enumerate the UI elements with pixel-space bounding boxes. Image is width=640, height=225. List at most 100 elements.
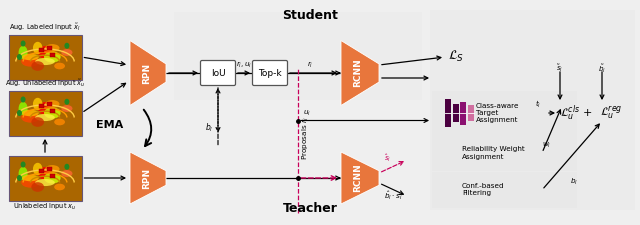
Text: Conf.-based
Filtering: Conf.-based Filtering: [462, 184, 504, 196]
Text: $b_l$: $b_l$: [570, 177, 578, 187]
Text: Aug. Labeled Input $\tilde{x}_l$: Aug. Labeled Input $\tilde{x}_l$: [9, 21, 81, 32]
Ellipse shape: [35, 114, 55, 121]
Ellipse shape: [44, 52, 61, 63]
Ellipse shape: [19, 167, 28, 180]
FancyBboxPatch shape: [174, 12, 422, 100]
Bar: [39, 169, 44, 173]
Ellipse shape: [20, 162, 26, 167]
Bar: [47, 46, 52, 50]
Polygon shape: [130, 152, 166, 204]
Bar: [51, 174, 55, 178]
Bar: [47, 167, 52, 171]
Ellipse shape: [61, 170, 72, 177]
Ellipse shape: [20, 97, 26, 103]
Text: EMA: EMA: [97, 121, 124, 130]
Text: $\tilde{b}_i$: $\tilde{b}_i$: [598, 62, 606, 74]
Ellipse shape: [31, 117, 44, 127]
Ellipse shape: [44, 107, 61, 119]
Ellipse shape: [22, 54, 39, 60]
Text: $\mathcal{L}_S$: $\mathcal{L}_S$: [448, 48, 464, 63]
Ellipse shape: [21, 112, 40, 123]
Ellipse shape: [21, 177, 40, 188]
Ellipse shape: [33, 163, 42, 175]
FancyBboxPatch shape: [430, 10, 635, 210]
Ellipse shape: [33, 42, 42, 54]
Ellipse shape: [20, 40, 26, 47]
Text: $t_i$: $t_i$: [535, 99, 541, 110]
Ellipse shape: [31, 61, 44, 71]
Text: $r_i$: $r_i$: [307, 60, 313, 70]
Text: Aug. Unlabeled Input $\tilde{x}_u$: Aug. Unlabeled Input $\tilde{x}_u$: [4, 77, 85, 88]
Bar: [8, 90, 81, 135]
FancyBboxPatch shape: [432, 91, 577, 135]
Text: $r_i, u_i$: $r_i, u_i$: [236, 60, 252, 70]
Text: RCNN: RCNN: [354, 164, 363, 192]
Text: $\hat{s}_i$: $\hat{s}_i$: [384, 152, 391, 164]
Ellipse shape: [45, 100, 60, 108]
Text: $\mathcal{L}_u^{reg}$: $\mathcal{L}_u^{reg}$: [600, 105, 623, 121]
Text: $\tilde{s}_i$: $\tilde{s}_i$: [556, 62, 564, 74]
Ellipse shape: [21, 56, 40, 67]
Bar: [467, 105, 474, 121]
Ellipse shape: [38, 46, 52, 59]
Bar: [8, 34, 81, 79]
Ellipse shape: [17, 110, 22, 116]
Polygon shape: [341, 152, 379, 204]
Bar: [47, 102, 52, 106]
Text: Student: Student: [282, 9, 338, 22]
Ellipse shape: [54, 119, 65, 125]
Ellipse shape: [17, 175, 22, 181]
Text: Top-k: Top-k: [258, 68, 282, 77]
Text: $+$: $+$: [582, 108, 592, 119]
Text: Teacher: Teacher: [283, 202, 337, 215]
Ellipse shape: [65, 164, 69, 170]
Bar: [8, 155, 81, 200]
Ellipse shape: [61, 49, 72, 56]
Ellipse shape: [17, 54, 22, 60]
Ellipse shape: [54, 184, 65, 190]
Text: $w_i$: $w_i$: [542, 141, 551, 150]
Text: Unlabeled Input $x_u$: Unlabeled Input $x_u$: [13, 202, 77, 212]
Bar: [8, 90, 81, 135]
Bar: [51, 109, 55, 113]
Polygon shape: [130, 40, 166, 106]
FancyBboxPatch shape: [253, 61, 287, 86]
Bar: [445, 99, 451, 127]
Text: $\hat{b}_l \cdot s_i$: $\hat{b}_l \cdot s_i$: [384, 190, 403, 202]
Text: $b_l$: $b_l$: [205, 121, 213, 134]
Text: $\mathcal{L}_u^{cls}$: $\mathcal{L}_u^{cls}$: [560, 103, 580, 123]
Text: Reliability Weight
Assignment: Reliability Weight Assignment: [462, 146, 525, 160]
Ellipse shape: [45, 44, 60, 52]
Bar: [8, 34, 81, 79]
Text: RPN: RPN: [141, 62, 150, 83]
Text: Proposals $r_i$: Proposals $r_i$: [301, 116, 311, 160]
Ellipse shape: [22, 175, 39, 181]
Ellipse shape: [22, 110, 39, 116]
FancyBboxPatch shape: [432, 172, 577, 208]
Bar: [8, 155, 81, 200]
Text: $u_i$: $u_i$: [303, 108, 311, 117]
Bar: [460, 101, 466, 124]
Ellipse shape: [54, 63, 65, 69]
Ellipse shape: [35, 58, 55, 65]
Bar: [51, 53, 55, 57]
Ellipse shape: [44, 172, 61, 184]
FancyBboxPatch shape: [200, 61, 236, 86]
Ellipse shape: [19, 46, 28, 59]
Bar: [39, 48, 44, 52]
Ellipse shape: [38, 167, 52, 180]
Text: RCNN: RCNN: [354, 59, 363, 87]
Ellipse shape: [65, 43, 69, 49]
Bar: [452, 104, 458, 122]
Text: Class-aware
Target
Assignment: Class-aware Target Assignment: [476, 103, 520, 123]
Text: IoU: IoU: [211, 68, 225, 77]
Ellipse shape: [45, 165, 60, 173]
Ellipse shape: [35, 179, 55, 186]
Ellipse shape: [33, 98, 42, 110]
Ellipse shape: [38, 102, 52, 115]
Ellipse shape: [19, 102, 28, 115]
Ellipse shape: [61, 105, 72, 112]
Ellipse shape: [31, 182, 44, 192]
Polygon shape: [341, 40, 379, 106]
FancyBboxPatch shape: [432, 135, 577, 171]
